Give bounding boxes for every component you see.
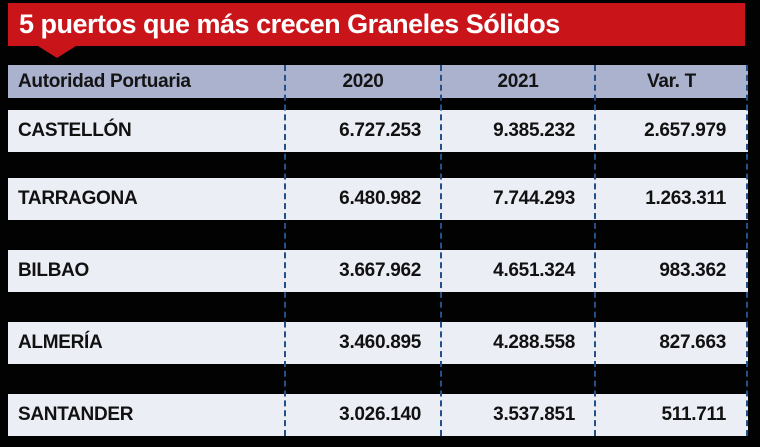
column-header-2020: 2020 <box>342 70 384 92</box>
value-var-t: 2.657.979 <box>644 120 726 141</box>
table-row: TARRAGONA 6.480.982 7.744.293 1.263.311 <box>8 178 748 220</box>
table-row: ALMERÍA 3.460.895 4.288.558 827.663 <box>8 322 748 364</box>
value-2020: 3.026.140 <box>339 404 421 425</box>
value-2020: 3.460.895 <box>339 332 421 353</box>
column-header-2021: 2021 <box>497 70 539 92</box>
value-2021: 9.385.232 <box>493 120 575 141</box>
table-row: CASTELLÓN 6.727.253 9.385.232 2.657.979 <box>8 110 748 152</box>
value-var-t: 1.263.311 <box>645 188 726 209</box>
value-2021: 4.288.558 <box>493 332 575 353</box>
port-name: SANTANDER <box>18 404 134 425</box>
value-var-t: 827.663 <box>659 332 726 353</box>
column-divider <box>594 65 596 436</box>
title-banner: 5 puertos que más crecen Graneles Sólido… <box>8 3 745 58</box>
value-2020: 6.480.982 <box>339 188 421 209</box>
table-row: SANTANDER 3.026.140 3.537.851 511.711 <box>8 394 748 436</box>
value-2020: 6.727.253 <box>339 120 421 141</box>
value-2021: 7.744.293 <box>493 188 575 209</box>
value-var-t: 983.362 <box>659 260 726 281</box>
value-2021: 3.537.851 <box>493 404 575 425</box>
page-title: 5 puertos que más crecen Graneles Sólido… <box>19 9 560 39</box>
port-name: TARRAGONA <box>18 188 138 209</box>
column-header-autoridad-portuaria: Autoridad Portuaria <box>18 70 191 92</box>
table-header-row: Autoridad Portuaria 2020 2021 Var. T <box>8 65 748 98</box>
port-name: CASTELLÓN <box>18 120 132 141</box>
column-divider <box>440 65 442 436</box>
column-divider <box>746 65 748 436</box>
value-var-t: 511.711 <box>661 404 727 425</box>
banner-pointer-tail <box>38 46 76 58</box>
value-2021: 4.651.324 <box>493 260 575 281</box>
column-header-var-t: Var. T <box>647 70 696 92</box>
column-divider <box>284 65 286 436</box>
port-name: BILBAO <box>18 260 90 281</box>
table-row: BILBAO 3.667.962 4.651.324 983.362 <box>8 250 748 292</box>
port-name: ALMERÍA <box>18 332 103 353</box>
value-2020: 3.667.962 <box>339 260 421 281</box>
